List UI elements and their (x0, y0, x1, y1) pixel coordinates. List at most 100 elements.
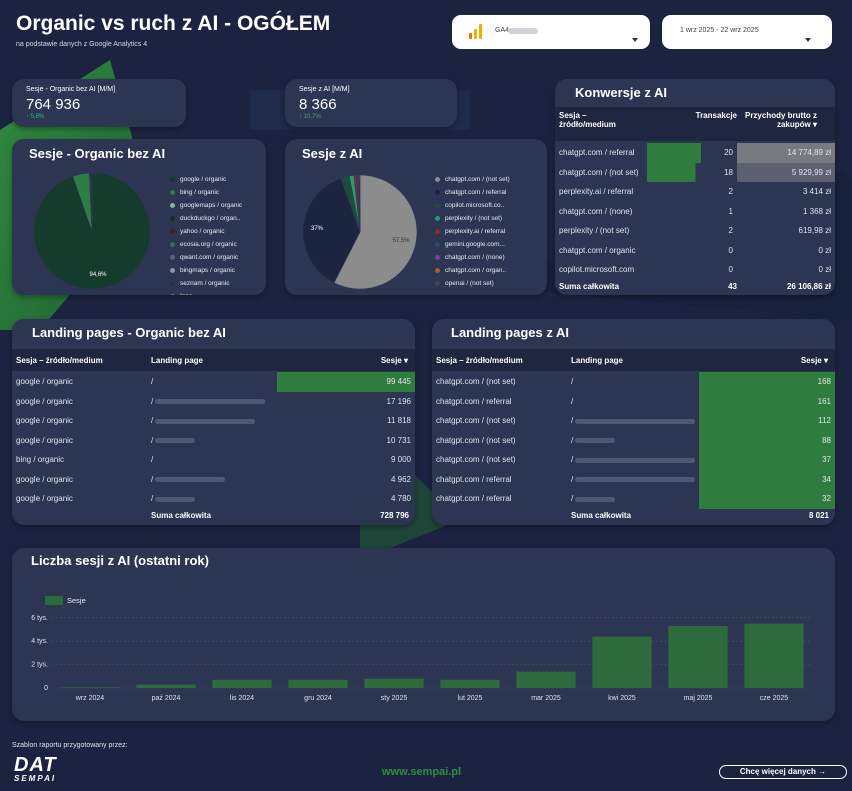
bar[interactable] (440, 679, 500, 688)
cta-button[interactable]: Chcę więcej danych → (719, 765, 847, 779)
cell-landing-page[interactable]: / (567, 431, 699, 451)
table-row[interactable]: chatgpt.com / referral / 161 (432, 391, 835, 412)
table-row[interactable]: google / organic / 17 196 (12, 392, 415, 412)
table-row[interactable]: chatgpt.com / (none) 1 1 368 zł (555, 202, 835, 222)
cell-landing-page[interactable]: / (147, 450, 277, 470)
legend-label: gemini.google.com... (445, 241, 505, 248)
legend-dot-icon (435, 242, 440, 247)
column-header-sessions[interactable]: Sesje ▾ (352, 356, 408, 365)
legend-item[interactable]: bingmaps / organic (170, 264, 242, 277)
pie-card-ai: Sesje z AI 57,5% 37% chatgpt.com / (not s… (285, 139, 547, 295)
cell-landing-page[interactable]: / (147, 489, 277, 509)
legend-item[interactable]: copilot.microsoft.co.. (435, 199, 510, 212)
bar[interactable] (60, 687, 120, 688)
legend-item[interactable]: duckduckgo / organ.. (170, 212, 242, 225)
table-row[interactable]: google / organic / 4 962 (12, 470, 415, 490)
bar[interactable] (592, 636, 652, 688)
legend-swatch (45, 596, 63, 605)
table-row[interactable]: chatgpt.com / (not set) / 168 (432, 372, 835, 392)
bar[interactable] (136, 684, 196, 688)
legend-item[interactable]: openai / (not set) (435, 277, 510, 290)
table-row[interactable]: chatgpt.com / (not set) / 88 (432, 430, 835, 451)
sessions-header-label: Sesje (380, 356, 402, 365)
cell-landing-page[interactable]: / (147, 470, 277, 490)
legend-item[interactable]: chatgpt.com / (not set) (435, 173, 510, 186)
date-range-label: 1 wrz 2025 - 22 wrz 2025 (680, 27, 759, 34)
bar[interactable] (744, 623, 804, 688)
pie-chart-organic: 94,6% (33, 172, 151, 290)
legend-dot-icon (170, 281, 175, 286)
table-row[interactable]: chatgpt.com / (not set) / 112 (432, 411, 835, 431)
cell-landing-page[interactable]: / (567, 450, 699, 470)
cell-landing-page[interactable]: / (567, 470, 699, 490)
legend-item[interactable]: seznam / organic (170, 277, 242, 290)
total-revenue: 26 106,86 zł (786, 282, 831, 291)
table-row[interactable]: chatgpt.com / (not set) 18 5 929,99 zł (555, 162, 835, 182)
pie-slice[interactable] (333, 174, 418, 290)
cell-landing-page[interactable]: / (147, 372, 277, 392)
footer-url[interactable]: www.sempai.pl (382, 766, 462, 778)
table-row[interactable]: bing / organic / 9 000 (12, 450, 415, 470)
cell-landing-page[interactable]: / (147, 431, 277, 451)
cell-source: chatgpt.com / (not set) (436, 377, 516, 387)
cell-source: google / organic (16, 494, 73, 504)
table-row[interactable]: google / organic / 11 818 (12, 411, 415, 431)
revenue-header-label: Przychody brutto z zakupów (744, 111, 817, 129)
table-total-row: Suma całkowita 43 26 106,86 zł (555, 279, 835, 295)
legend-item[interactable]: yahoo / organic (170, 225, 242, 238)
legend-label: openai / (not set) (445, 280, 494, 287)
dat-sempai-logo[interactable]: DAT SEMPAI (14, 755, 57, 783)
account-select[interactable]: GA4 (452, 15, 650, 49)
legend-item[interactable]: chatgpt.com / (none) (435, 251, 510, 264)
cell-source: chatgpt.com / referral (559, 148, 635, 158)
column-header-sessions[interactable]: Sesje ▾ (772, 356, 828, 365)
blurred-url (155, 418, 256, 424)
legend-item[interactable]: ecosia.org / organic (170, 238, 242, 251)
legend-item[interactable]: google / organic (170, 173, 242, 186)
table-row[interactable]: chatgpt.com / referral 20 14 774,89 zł (555, 143, 835, 163)
legend-item[interactable]: Inne (170, 290, 242, 295)
landing-page-path: / (151, 435, 154, 445)
table-row[interactable]: perplexity / (not set) 2 619,98 zł (555, 221, 835, 241)
bar[interactable] (212, 679, 272, 688)
legend-item[interactable]: perplexity.ai / referral (435, 225, 510, 238)
table-row[interactable]: chatgpt.com / referral / 34 (432, 469, 835, 490)
table-row[interactable]: google / organic / 10 731 (12, 431, 415, 451)
legend-item[interactable]: chatgpt.com / referral (435, 186, 510, 199)
cell-landing-page[interactable]: / (567, 411, 699, 431)
cell-landing-page[interactable]: / (567, 372, 699, 392)
table-row[interactable]: google / organic / 99 445 (12, 372, 415, 392)
x-tick-label: maj 2025 (684, 695, 713, 702)
table-row[interactable]: chatgpt.com / organic 0 0 zł (555, 241, 835, 261)
cell-landing-page[interactable]: / (567, 392, 699, 412)
table-row[interactable]: copilot.microsoft.com 0 0 zł (555, 260, 835, 280)
cell-sessions: 9 000 (390, 455, 411, 465)
legend-item[interactable]: chatgpt.com / organ.. (435, 264, 510, 277)
bar[interactable] (516, 671, 576, 688)
cell-source: chatgpt.com / referral (436, 396, 512, 406)
cell-landing-page[interactable]: / (147, 392, 277, 412)
legend-item[interactable]: gemini.google.com... (435, 238, 510, 251)
legend-item[interactable]: googlemaps / organic (170, 199, 242, 212)
bar[interactable] (668, 626, 728, 688)
bar[interactable] (364, 678, 424, 688)
legend-item[interactable]: perplexity / (not set) (435, 212, 510, 225)
legend-label: perplexity / (not set) (445, 215, 503, 222)
legend-item[interactable]: bing / organic (170, 186, 242, 199)
cell-landing-page[interactable]: / (567, 489, 699, 509)
column-header-revenue[interactable]: Przychody brutto z zakupów ▾ (743, 111, 817, 129)
table-row[interactable]: chatgpt.com / referral / 32 (432, 489, 835, 509)
legend-item[interactable]: qwant.com / organic (170, 251, 242, 264)
bar[interactable] (288, 679, 348, 688)
date-range-picker[interactable]: 1 wrz 2025 - 22 wrz 2025 (662, 15, 832, 49)
cell-landing-page[interactable]: / (147, 411, 277, 431)
table-row[interactable]: google / organic / 4 780 (12, 489, 415, 509)
table-row[interactable]: chatgpt.com / (not set) / 37 (432, 450, 835, 470)
table-row[interactable]: perplexity.ai / referral 2 3 414 zł (555, 182, 835, 202)
blurred-url (575, 477, 696, 483)
pie-slice[interactable] (302, 178, 361, 284)
legend-dot-icon (170, 177, 175, 182)
pie-slice-label: 37% (311, 226, 324, 232)
y-tick-label: 6 tys. (31, 615, 48, 622)
chevron-down-icon (805, 29, 811, 47)
